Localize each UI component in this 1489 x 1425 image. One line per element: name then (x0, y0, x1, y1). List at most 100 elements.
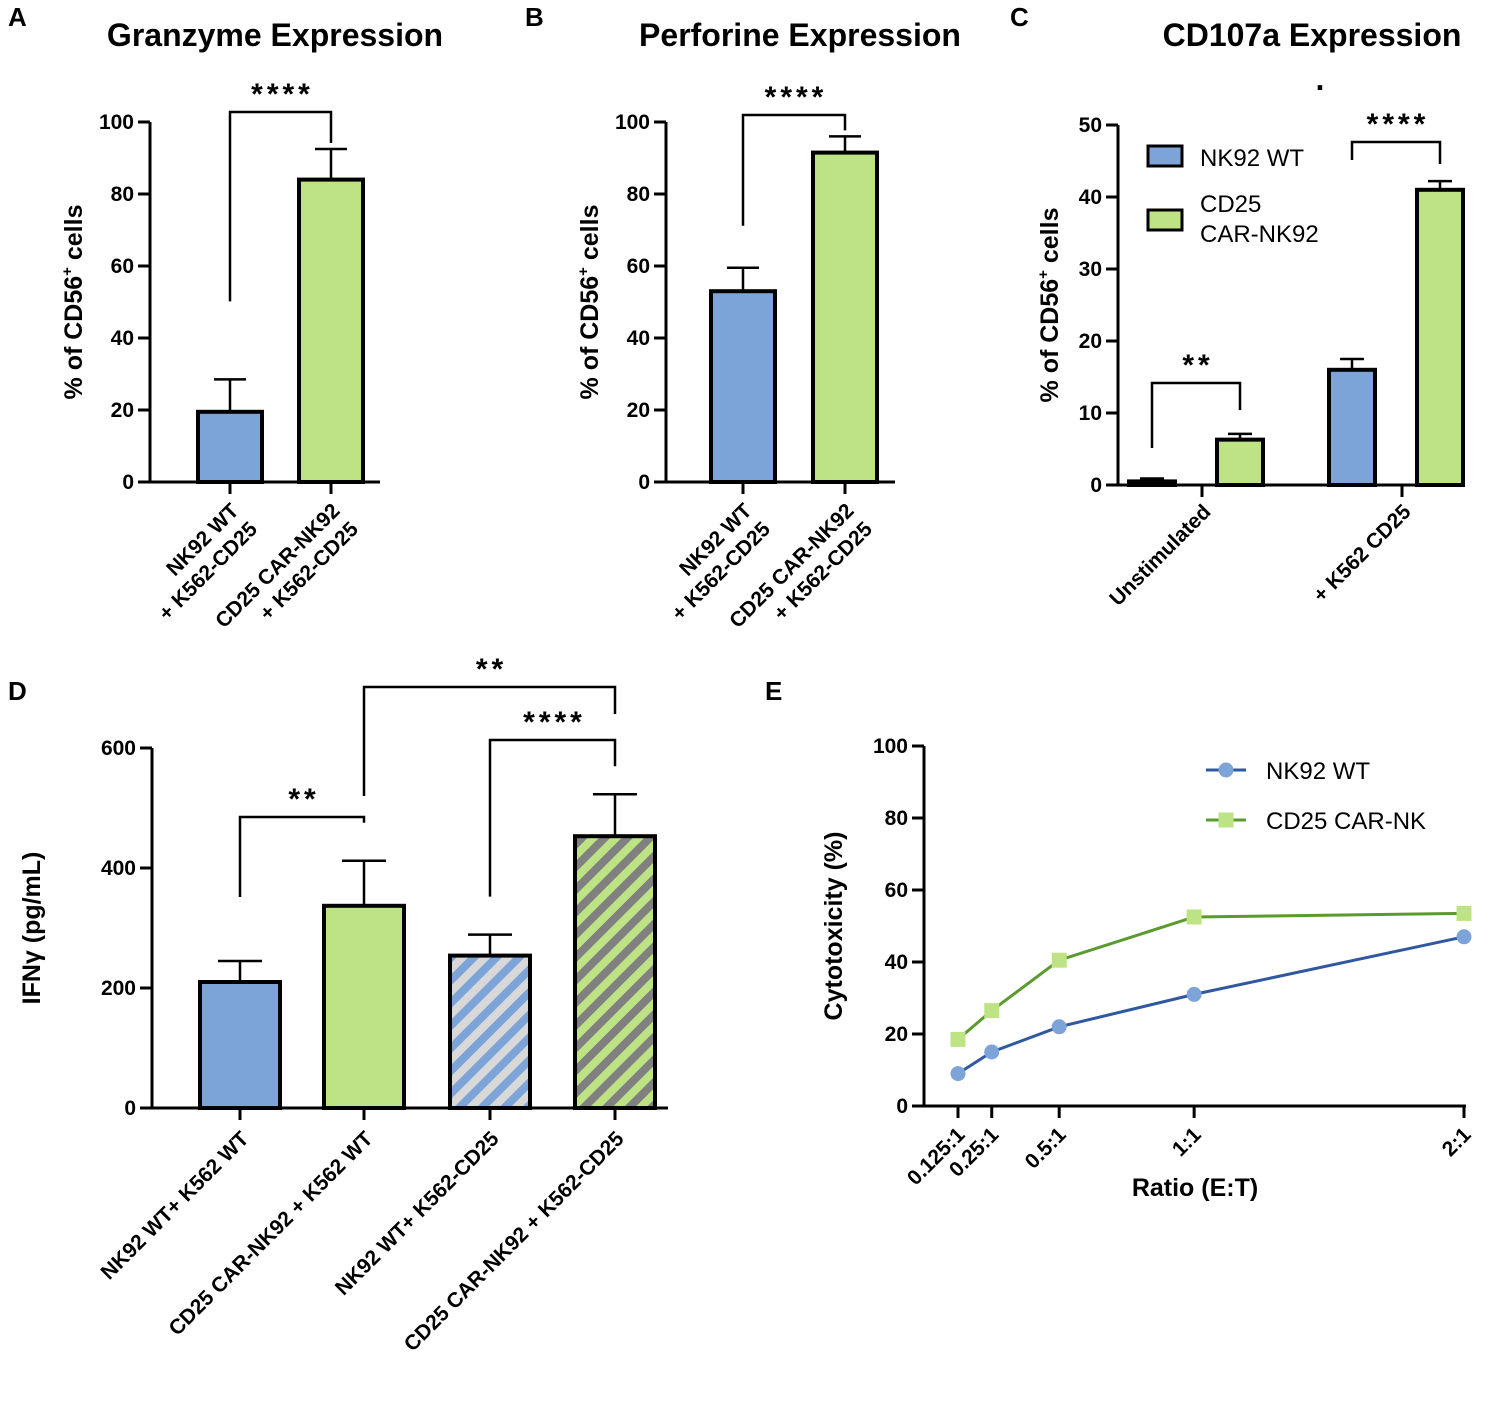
panel-d-error-bar (468, 933, 512, 956)
panel-letter-e: E (765, 676, 782, 706)
panel-e-legend-marker (1218, 812, 1234, 828)
panel-c-error-bar (1340, 357, 1364, 370)
panel-e-y-tick-label: 0 (896, 1095, 908, 1118)
panel-b-y-tick-label: 20 (627, 399, 650, 422)
panel-e-point (950, 1031, 966, 1047)
panel-e-series-line (957, 911, 1465, 1041)
panel-e-y-tick-label: 40 (885, 951, 908, 974)
panel-c-significance-label: ** (1182, 349, 1213, 382)
panel-b-y-tick-label: 80 (627, 183, 650, 206)
panel-c-category-label: Unstimulated (1105, 500, 1215, 610)
panel-a-y-tick-label: 0 (122, 471, 134, 494)
panel-b-significance-bracket (741, 113, 847, 226)
panel-e-point (984, 1044, 1000, 1060)
panel-d-significance-label: ** (288, 783, 319, 816)
panel-a-y-tick-label: 100 (99, 111, 134, 134)
panel-c-significance-label: **** (1367, 108, 1430, 141)
panel-b-y-tick-label: 0 (638, 471, 650, 494)
panel-d-significance-label: ** (476, 653, 507, 686)
panel-e-point (1186, 909, 1202, 925)
panel-d-y-tick-label: 200 (101, 977, 136, 1000)
panel-d-bar (573, 834, 657, 1110)
panel-e-y-tick-label: 60 (885, 879, 908, 902)
panel-c-y-tick-label: 50 (1079, 114, 1102, 137)
panel-c-chart: 0 10 20 30 40 50 % of CD56+ cells Unstimulated +… (1035, 108, 1465, 611)
panel-d-error-bar (593, 792, 637, 837)
panel-a-y-tick-label: 60 (111, 255, 134, 278)
panel-e-point (984, 1003, 1000, 1019)
panel-c-y-tick-label: 40 (1079, 186, 1102, 209)
panel-d-category-label: CD25 CAR-NK92 + K562 WT (164, 1127, 377, 1340)
panel-d-bar (198, 980, 282, 1110)
panel-c-legend-label: NK92 WT (1200, 145, 1304, 172)
panel-letter-b: B (525, 2, 544, 32)
panel-d-y-tick-label: 0 (124, 1097, 136, 1120)
panel-letter-d: D (8, 676, 27, 706)
panel-b-bar (709, 289, 777, 485)
panel-b-y-tick-label: 60 (627, 255, 650, 278)
panel-e-category-label: 1:1 (1168, 1123, 1206, 1161)
panel-e-point (1186, 986, 1202, 1002)
panel-e-point (950, 1066, 966, 1082)
panel-c-y-tick-label: 10 (1079, 402, 1102, 425)
panel-c-error-bar (1228, 432, 1252, 440)
panel-e-point (1456, 905, 1472, 921)
panel-c-y-axis-label: % of CD56+ cells (1035, 208, 1064, 403)
panel-a-significance-label: **** (251, 78, 314, 111)
panel-d-significance-bracket (238, 815, 366, 897)
panel-e-point (1051, 952, 1067, 968)
panel-e-legend-label: NK92 WT (1266, 758, 1370, 785)
panel-d-error-bar (342, 859, 386, 906)
panel-a-error-bar (214, 378, 246, 412)
panel-d-significance-label: **** (523, 706, 586, 739)
panel-c-legend-swatch (1146, 144, 1184, 168)
panel-c-significance-bracket (1150, 381, 1242, 448)
panel-d-y-tick-label: 400 (101, 857, 136, 880)
panel-d-y-tick-label: 600 (101, 737, 136, 760)
panel-c-y-tick-label: 0 (1090, 474, 1102, 497)
panel-d-error-bar (218, 959, 262, 982)
panel-b-y-tick-label: 100 (615, 111, 650, 134)
panel-c-bar (1415, 187, 1465, 488)
panel-c-bar (1215, 437, 1265, 488)
panel-a-bar (297, 177, 365, 484)
panel-a-y-tick-label: 40 (111, 327, 134, 350)
panel-a-y-tick-label: 20 (111, 399, 134, 422)
panel-letter-a: A (8, 2, 27, 32)
panel-e-y-axis-label: Cytotoxicity (%) (820, 832, 848, 1021)
panel-letter-c: C (1010, 2, 1029, 32)
panel-a-significance-bracket (228, 110, 333, 302)
panel-c-y-tick-label: 20 (1079, 330, 1102, 353)
panel-e-series-line (957, 935, 1465, 1075)
panel-b-error-bar (727, 266, 759, 292)
panel-a-y-axis-label: % of CD56+ cells (59, 205, 88, 400)
panel-e-legend-label: CD25 CAR-NK (1266, 808, 1426, 835)
panel-e-y-tick-label: 100 (873, 735, 908, 758)
panel-d-significance-bracket (488, 738, 617, 897)
panel-a-y-tick-label: 80 (111, 183, 134, 206)
panel-b-y-axis-label: % of CD56+ cells (575, 205, 604, 400)
panel-c-error-bar (1428, 179, 1452, 190)
title-cd107a: CD107a Expression (1163, 17, 1462, 53)
panel-c-y-tick-label: 30 (1079, 258, 1102, 281)
panel-c-error-bar (1140, 477, 1164, 482)
panel-c-legend-swatch (1146, 208, 1184, 232)
panel-a-error-bar (315, 147, 347, 180)
panel-c-bar (1327, 367, 1377, 487)
panel-a-bar (196, 409, 264, 484)
panel-e-y-tick-label: 80 (885, 807, 908, 830)
panel-c-category-label: + K562 CD25 (1309, 500, 1416, 607)
panel-e-point (1051, 1019, 1067, 1035)
title-granzyme: Granzyme Expression (107, 17, 443, 53)
title-mark: . (1316, 61, 1325, 97)
panel-e-point (1456, 929, 1472, 945)
panel-e-category-label: 0.5:1 (1021, 1123, 1071, 1173)
panel-c-significance-bracket (1350, 140, 1442, 164)
panel-e-x-axis-label: Ratio (E:T) (1132, 1174, 1258, 1202)
panel-e-legend-marker (1218, 762, 1234, 778)
